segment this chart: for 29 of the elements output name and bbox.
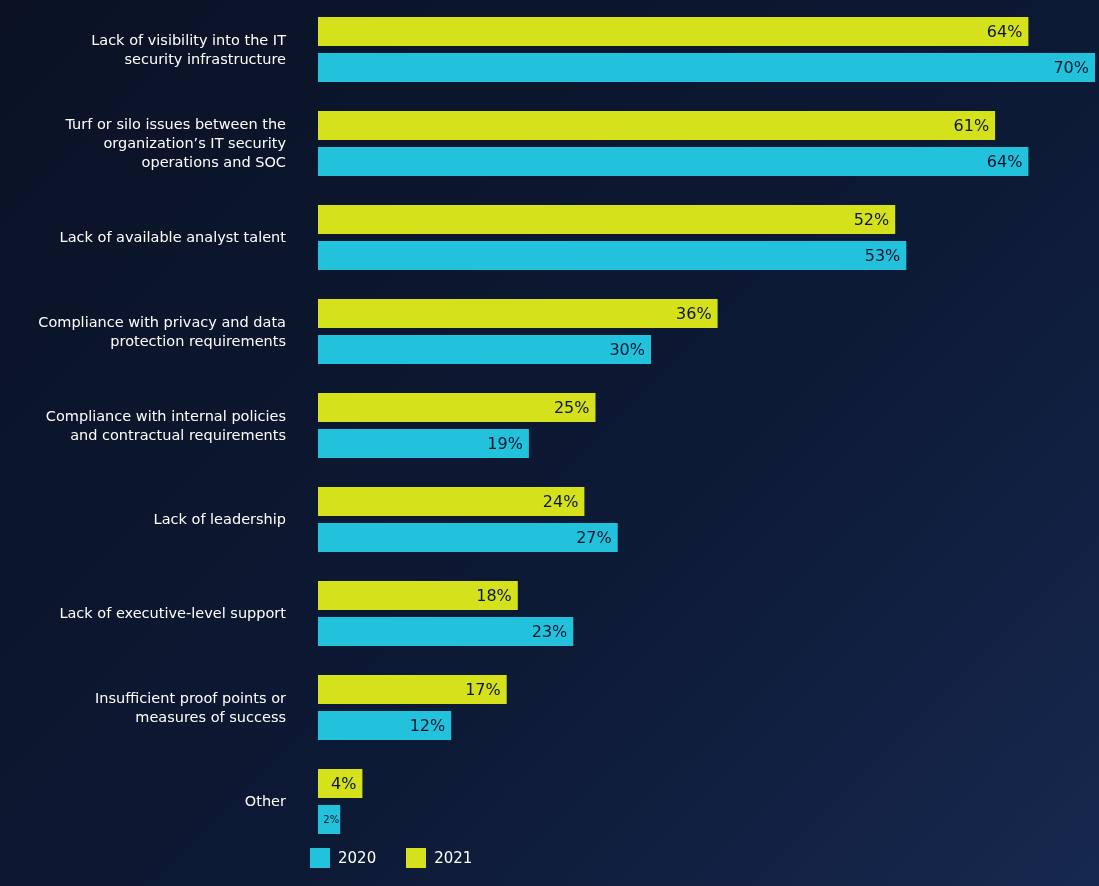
- y-tick-label: Other: [244, 793, 287, 809]
- data-label: 64%: [986, 22, 1023, 41]
- y-tick-label: Lack of executive-level support: [59, 605, 287, 621]
- y-tick-label: Compliance with internal policies and contractual requirements: [45, 407, 286, 443]
- y-tick-label: Lack of available analyst talent: [59, 229, 287, 245]
- data-label: 24%: [542, 492, 579, 511]
- data-label: 25%: [553, 398, 590, 417]
- y-tick-label: Lack of leadership: [153, 511, 286, 527]
- legend-label: 2021: [434, 849, 473, 867]
- data-label: 36%: [676, 304, 712, 323]
- data-label: 17%: [465, 680, 501, 699]
- data-label: 30%: [609, 340, 645, 359]
- data-label: 61%: [953, 116, 990, 135]
- data-label: 2%: [323, 814, 340, 825]
- data-label: 19%: [487, 434, 523, 453]
- data-label: 70%: [1053, 58, 1089, 77]
- legend-label: 2020: [338, 849, 377, 867]
- data-label: 53%: [864, 246, 901, 265]
- data-label: 12%: [409, 716, 446, 735]
- data-label: 27%: [576, 528, 612, 547]
- y-tick-label: Insufficient proof points or measures of success: [95, 689, 287, 725]
- y-tick-label: Turf or silo issues between the organization’s IT security operations and SOC: [64, 116, 287, 170]
- data-label: 52%: [853, 210, 890, 229]
- data-label: 23%: [531, 622, 568, 641]
- data-label: 4%: [331, 774, 357, 793]
- data-label: 64%: [986, 152, 1023, 171]
- y-tick-label: Lack of visibility into the IT security infrastructure: [91, 31, 287, 67]
- y-tick-label: Compliance with privacy and data protection requirements: [38, 313, 286, 349]
- data-label: 18%: [476, 586, 512, 605]
